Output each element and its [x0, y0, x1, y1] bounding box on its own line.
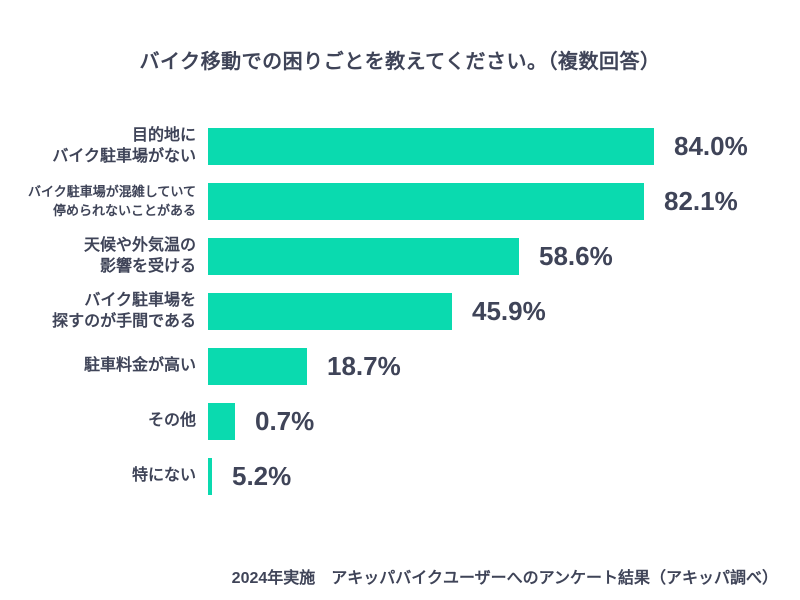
value-label: 5.2%: [232, 461, 292, 491]
bar: [208, 183, 644, 220]
bar: [208, 128, 654, 165]
chart-row: バイク駐車場が混雑していて 停められないことがある 82.1%: [0, 183, 800, 220]
category-label: その他: [147, 412, 196, 430]
bar: [208, 238, 519, 275]
chart-row: その他 0.7%: [0, 403, 800, 440]
chart-row: 目的地に バイク駐車場がない 84.0%: [0, 126, 800, 165]
value-label: 0.7%: [255, 406, 315, 436]
category-label: バイク駐車場を 探すのが手間である: [52, 291, 196, 330]
value-label: 58.6%: [539, 241, 613, 271]
bar: [208, 293, 452, 330]
bar: [208, 458, 212, 495]
bar-chart: 目的地に バイク駐車場がない 84.0% バイク駐車場が混雑していて 停められないこ…: [0, 126, 800, 513]
chart-title: バイク移動での困りごとを教えてください。（複数回答）: [139, 51, 661, 73]
bar: [208, 403, 235, 440]
chart-row: バイク駐車場を 探すのが手間である 45.9%: [0, 291, 800, 330]
category-label: バイク駐車場が混雑していて 停められないことがある: [28, 183, 196, 218]
category-label: 特にない: [131, 467, 196, 485]
chart-row: 天候や外気温の 影響を受ける 58.6%: [0, 236, 800, 275]
bar: [208, 348, 307, 385]
category-label: 天候や外気温の 影響を受ける: [83, 236, 196, 275]
value-label: 18.7%: [327, 351, 401, 381]
category-label: 駐車料金が高い: [83, 357, 196, 375]
chart-row: 駐車料金が高い 18.7%: [0, 348, 800, 385]
value-label: 84.0%: [674, 131, 748, 161]
chart-row: 特にない 5.2%: [0, 458, 800, 495]
value-label: 45.9%: [472, 296, 546, 326]
category-label: 目的地に バイク駐車場がない: [52, 126, 196, 165]
source-note: 2024年実施 アキッパバイクユーザーへのアンケート結果（アキッパ調べ）: [231, 570, 778, 587]
value-label: 82.1%: [664, 186, 738, 216]
